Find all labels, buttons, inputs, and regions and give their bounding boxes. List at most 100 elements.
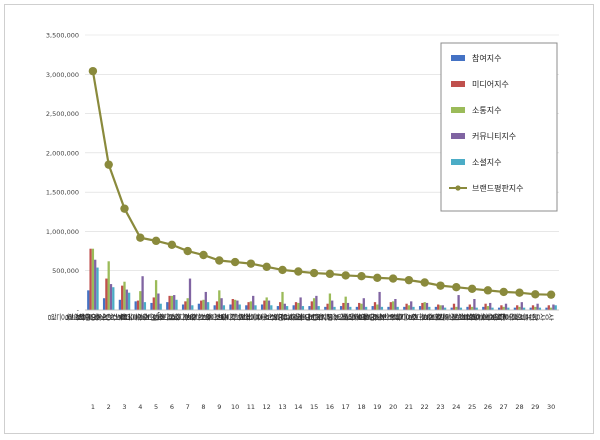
bar — [470, 306, 474, 310]
bar — [292, 305, 295, 310]
bar — [513, 307, 517, 310]
bar — [109, 284, 113, 310]
bar — [181, 304, 185, 310]
bar — [507, 307, 510, 310]
x-tick-label: NH저축은행 — [492, 311, 539, 321]
bar — [123, 281, 126, 310]
legend-label: 소셜지수 — [472, 158, 501, 167]
line-point — [499, 287, 508, 297]
rank-label: 24 — [452, 403, 460, 411]
bar — [238, 304, 241, 310]
line-point — [104, 160, 113, 169]
rank-label: 2 — [107, 403, 111, 411]
bar — [516, 305, 519, 310]
bar — [439, 305, 442, 310]
bar — [315, 295, 318, 310]
bar — [405, 303, 408, 310]
bar — [139, 291, 142, 310]
legend-label: 참여지수 — [472, 53, 501, 63]
bar — [428, 306, 431, 310]
bar — [263, 300, 266, 310]
bar — [107, 261, 110, 310]
bar — [184, 301, 187, 310]
bar — [279, 302, 282, 310]
line-point — [294, 267, 303, 276]
legend-swatch — [451, 55, 465, 61]
x-tick-label: SBI저축은행 — [48, 311, 96, 321]
x-tick-label: 신한저축은행 — [156, 311, 207, 321]
line-point — [388, 274, 398, 283]
x-tick-label: JT저축은행 — [117, 311, 160, 321]
x-tick-label: DB저축은행 — [271, 311, 317, 321]
bar — [105, 278, 108, 310]
bar — [391, 301, 395, 310]
rank-label: 27 — [500, 403, 508, 411]
x-tick-label: 고려저축은행 — [203, 311, 254, 321]
bar — [200, 300, 203, 310]
bar — [197, 303, 201, 310]
line-point — [483, 286, 493, 295]
bar — [299, 297, 302, 310]
y-tick-label: 3,500,000 — [46, 32, 79, 40]
bar — [538, 307, 542, 310]
rank-label: 16 — [326, 403, 334, 411]
bar — [245, 305, 248, 310]
bar — [455, 306, 458, 310]
line-point — [215, 256, 224, 265]
line-point — [452, 283, 461, 292]
y-tick-label: 500,000 — [52, 267, 79, 275]
bar — [545, 307, 548, 310]
bar — [473, 299, 476, 310]
bar — [260, 304, 264, 310]
bar — [423, 302, 426, 310]
legend-label: 소통지수 — [472, 106, 501, 115]
x-tick-label: 다올저축은행 — [187, 311, 238, 321]
bar — [94, 259, 97, 310]
bar — [452, 303, 456, 310]
x-tick-label: KB저축은행 — [335, 311, 380, 321]
line-point — [546, 290, 556, 299]
bar — [112, 287, 115, 310]
x-axis: SBI저축은행 1 OK저축은행 2 웰컴저축은행 3 한국투자저축은행 4 JT저축은행 5 페퍼… — [48, 309, 559, 411]
bar — [297, 302, 300, 310]
x-tick-label: 한국투자저축은행 — [75, 311, 143, 321]
bar — [459, 307, 463, 310]
bar — [362, 298, 365, 310]
bar — [376, 304, 379, 310]
rank-label: 1 — [91, 403, 95, 411]
rank-label: 22 — [421, 403, 429, 411]
bar — [301, 306, 305, 310]
y-tick-label: 1,500,000 — [46, 189, 79, 197]
bar — [152, 297, 155, 310]
bar — [425, 302, 429, 310]
bar — [276, 306, 280, 310]
bar — [294, 302, 298, 310]
x-tick-label: 대한저축은행 — [408, 311, 459, 321]
legend-swatch — [451, 133, 465, 139]
line-point — [515, 288, 524, 297]
rank-label: 25 — [468, 403, 476, 411]
bar — [213, 305, 216, 310]
bar — [482, 306, 485, 310]
rank-label: 15 — [310, 403, 318, 411]
x-tick-label: OK저축은행 — [65, 311, 111, 321]
line-point — [88, 66, 98, 76]
bar — [233, 299, 237, 310]
bar — [373, 302, 377, 310]
bar — [484, 303, 487, 310]
bar — [136, 300, 140, 310]
bar — [265, 297, 268, 310]
line-point — [151, 236, 161, 246]
line-point — [531, 290, 540, 299]
rank-label: 21 — [405, 403, 413, 411]
bar — [204, 291, 207, 310]
rank-label: 19 — [373, 403, 381, 411]
x-tick-label: 상상인플러스저축은행 — [469, 311, 555, 321]
bar — [89, 248, 92, 310]
bar — [489, 302, 492, 310]
bar — [229, 304, 232, 310]
bar — [141, 276, 144, 310]
bar — [491, 307, 494, 310]
bar — [324, 306, 327, 310]
x-tick-label: 한성저축은행 — [424, 311, 475, 321]
